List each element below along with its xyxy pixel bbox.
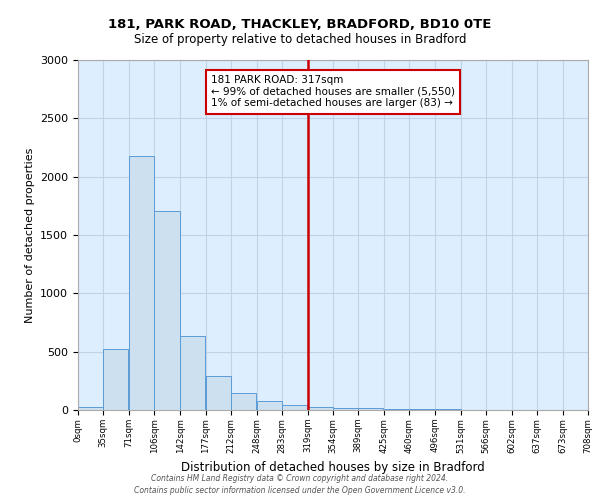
Bar (384, 409, 409, 410)
Text: 181, PARK ROAD, THACKLEY, BRADFORD, BD10 0TE: 181, PARK ROAD, THACKLEY, BRADFORD, BD10… (109, 18, 491, 30)
Bar (282, 405, 307, 410)
Bar (308, 406, 333, 410)
Bar (231, 392, 256, 410)
Text: Contains HM Land Registry data © Crown copyright and database right 2024.
Contai: Contains HM Land Registry data © Crown c… (134, 474, 466, 495)
Bar (180, 336, 205, 410)
Bar (129, 156, 154, 410)
Bar (78, 407, 103, 410)
Y-axis label: Number of detached properties: Number of detached properties (25, 148, 35, 322)
Bar (358, 408, 383, 410)
Text: Size of property relative to detached houses in Bradford: Size of property relative to detached ho… (134, 32, 466, 46)
Text: 181 PARK ROAD: 317sqm
← 99% of detached houses are smaller (5,550)
1% of semi-de: 181 PARK ROAD: 317sqm ← 99% of detached … (211, 75, 455, 108)
Bar (257, 401, 282, 410)
X-axis label: Distribution of detached houses by size in Bradford: Distribution of detached houses by size … (181, 461, 485, 474)
Bar (205, 376, 231, 410)
Bar (103, 349, 128, 410)
Bar (154, 210, 179, 410)
Bar (333, 408, 358, 410)
